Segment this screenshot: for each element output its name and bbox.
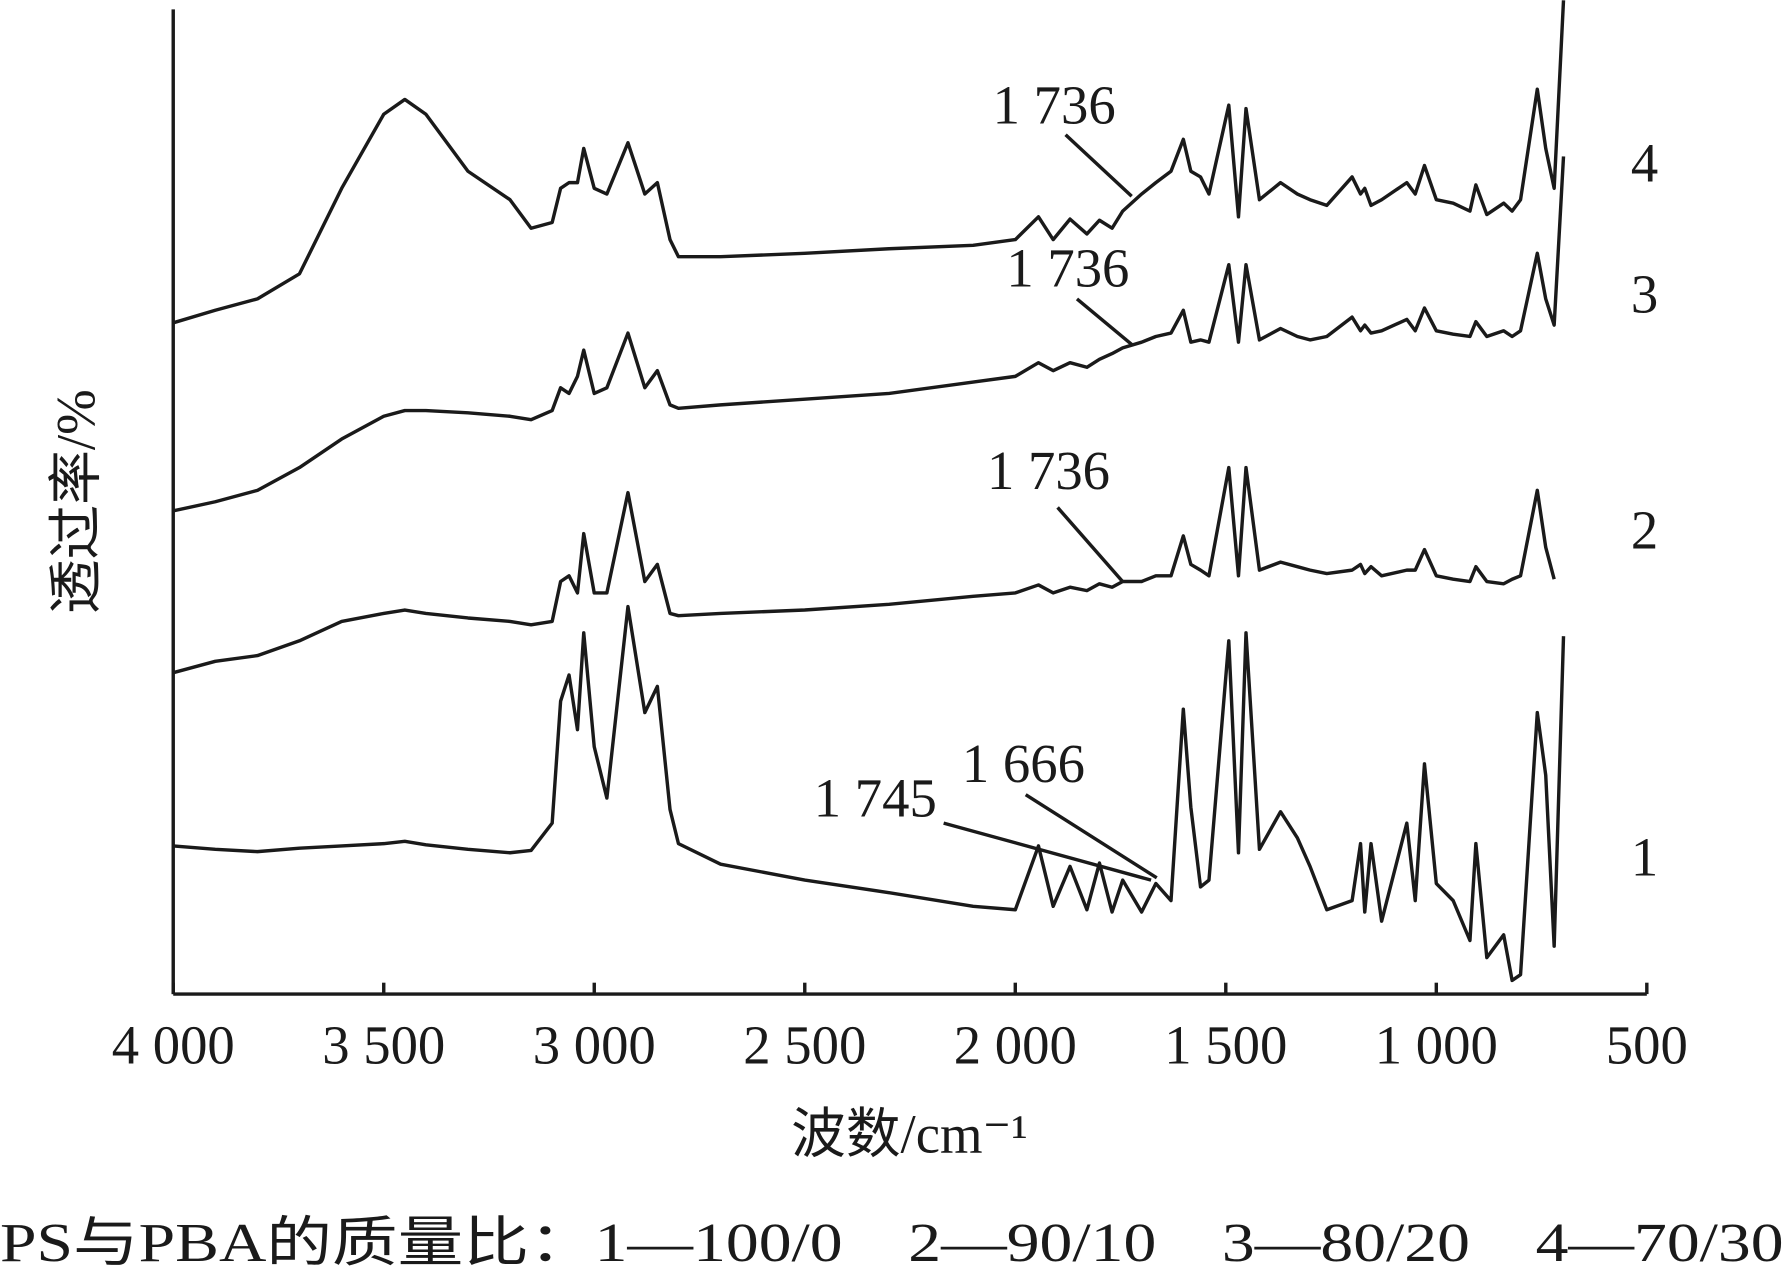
series-label: 1 [1631, 827, 1658, 888]
annotation: 1 745 [814, 767, 937, 828]
spectrum-line [172, 0, 1566, 325]
annotation: 1 666 [962, 733, 1085, 794]
series-label: 3 [1631, 264, 1658, 325]
x-tick-label: 2 500 [743, 1015, 866, 1076]
annotation-leader [1056, 506, 1124, 583]
annotation: 1 736 [987, 440, 1110, 501]
spectrum-line [172, 156, 1566, 513]
spectrum-line [173, 604, 1566, 983]
annotation: 1 736 [1006, 237, 1129, 298]
x-axis-label: 波数/cm⁻¹ [791, 1104, 1028, 1165]
x-tick-label: 500 [1606, 1015, 1688, 1076]
annotation-leader [1075, 297, 1133, 346]
annotation-leader [1024, 793, 1158, 880]
spectrum-line [172, 465, 1556, 675]
series-label: 4 [1631, 133, 1658, 194]
annotation-leader [943, 821, 1152, 882]
x-tick-label: 3 000 [533, 1015, 656, 1076]
x-tick-label: 1 500 [1164, 1015, 1287, 1076]
x-tick-label: 2 000 [954, 1015, 1077, 1076]
x-tick-label: 3 500 [322, 1015, 445, 1076]
x-tick-label: 4 000 [112, 1015, 235, 1076]
caption: PS与PBA的质量比：1—100/0 2—90/10 3—80/20 4—70/… [0, 1212, 1784, 1273]
x-tick-label: 1 000 [1375, 1015, 1498, 1076]
annotation-leader [1064, 133, 1133, 198]
series-label: 2 [1631, 499, 1658, 560]
y-axis-label: 透过率/% [46, 389, 107, 614]
annotation: 1 736 [993, 74, 1116, 135]
